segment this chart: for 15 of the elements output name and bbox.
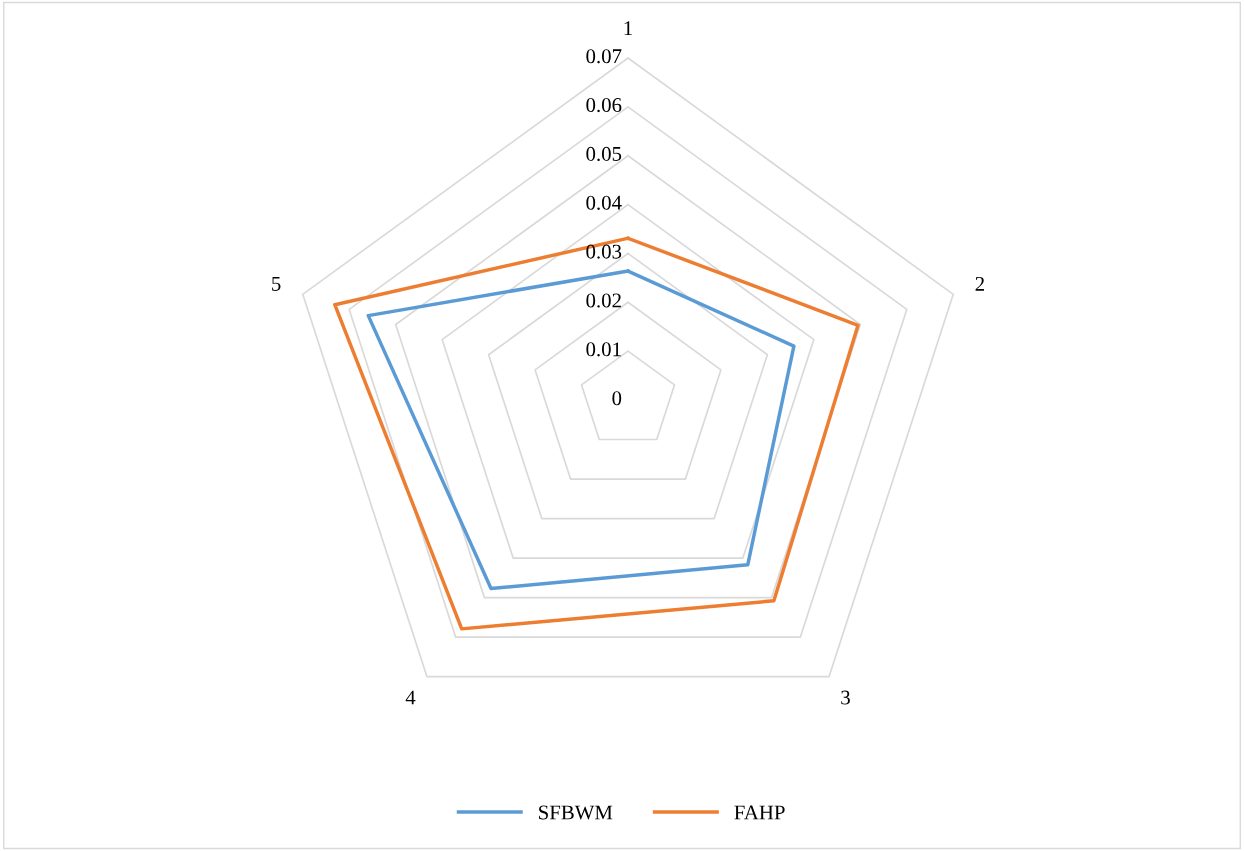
y-tick-label: 0 xyxy=(612,391,622,406)
y-tick-label: 0.05 xyxy=(586,146,622,162)
y-tick-label: 0.01 xyxy=(586,342,621,357)
legend-label: FAHP xyxy=(734,805,785,820)
spoke-label: 3 xyxy=(841,690,850,705)
y-tick-label: 0.03 xyxy=(586,244,622,259)
legend-label: SFBWM xyxy=(539,805,613,820)
y-tick-label: 0.02 xyxy=(586,293,621,308)
y-tick-label: 0.07 xyxy=(586,49,622,64)
y-tick-label: 0.06 xyxy=(586,98,622,113)
spoke-label: 4 xyxy=(405,690,416,705)
spoke-label: 5 xyxy=(272,277,281,291)
spoke-label: 2 xyxy=(975,276,984,291)
spoke-label: 1 xyxy=(624,21,632,36)
y-tick-label: 0.04 xyxy=(586,195,622,210)
